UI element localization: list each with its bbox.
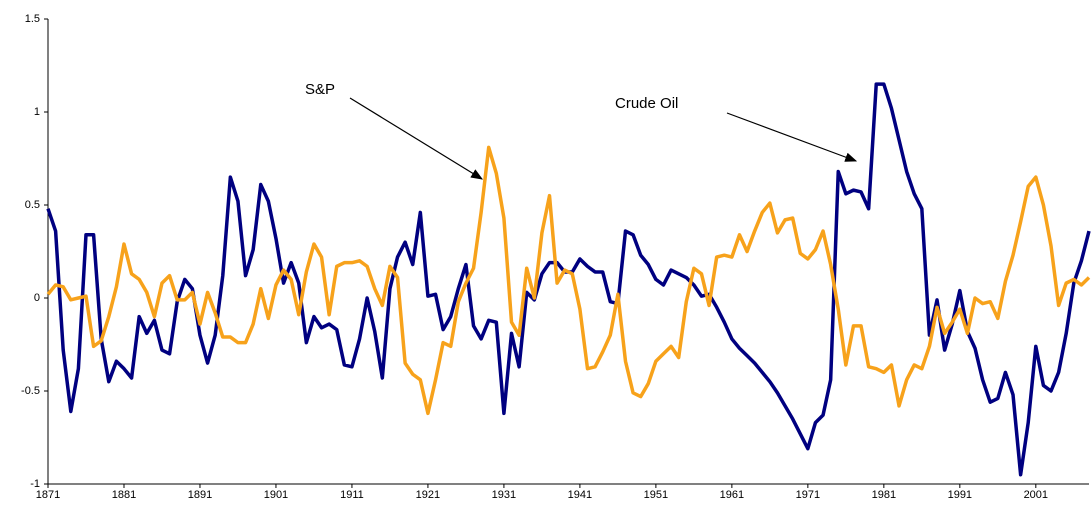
x-tick-label: 1981 <box>872 489 896 501</box>
x-tick-label: 1931 <box>492 489 516 501</box>
annotation-arrow <box>726 112 858 162</box>
x-tick-label: 1891 <box>188 489 212 501</box>
x-tick-label: 2001 <box>1024 489 1048 501</box>
x-tick-label: 1881 <box>112 489 136 501</box>
x-tick-label: 1871 <box>36 489 60 501</box>
x-tick-label: 1911 <box>340 489 364 501</box>
x-tick-label: 1901 <box>264 489 288 501</box>
annotation: S&P <box>305 81 335 98</box>
x-tick-label: 1941 <box>568 489 592 501</box>
x-tick-label: 1991 <box>948 489 972 501</box>
y-tick-label: -1 <box>30 478 40 490</box>
y-tick-label: -0.5 <box>21 385 40 397</box>
series-line <box>46 145 1091 416</box>
annotation: Crude Oil <box>615 95 678 112</box>
y-tick-label: 0.5 <box>25 199 40 211</box>
x-tick-label: 1971 <box>796 489 820 501</box>
annotation-arrow <box>349 97 484 180</box>
x-tick-label: 1961 <box>720 489 744 501</box>
y-tick-label: 1.5 <box>25 13 40 25</box>
y-tick-label: 0 <box>34 292 40 304</box>
series-line <box>46 82 1091 477</box>
y-tick-label: 1 <box>34 106 40 118</box>
x-tick-label: 1951 <box>644 489 668 501</box>
x-tick-label: 1921 <box>416 489 440 501</box>
